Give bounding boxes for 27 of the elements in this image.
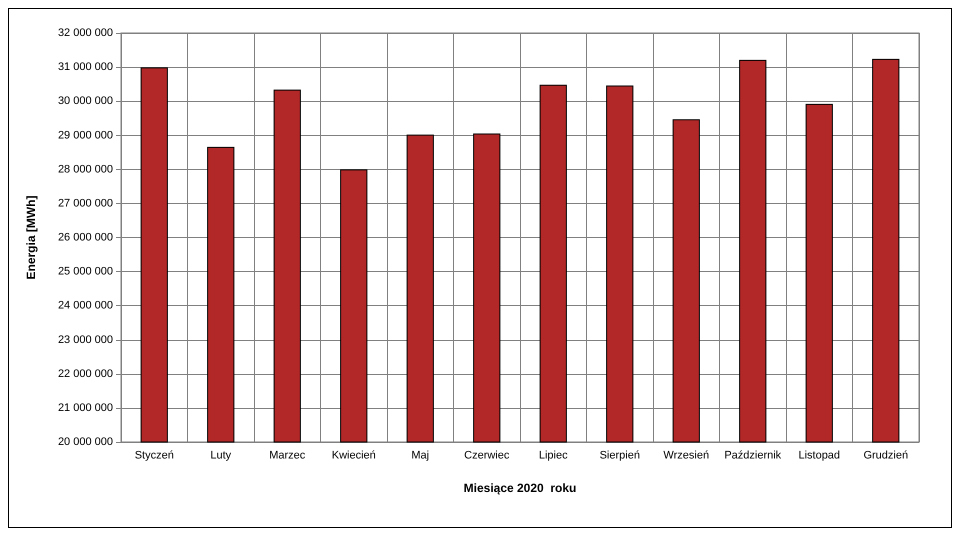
- x-tick-label: Maj: [411, 450, 430, 462]
- x-tick-label: Listopad: [798, 450, 840, 462]
- y-tick-label: 22 000 000: [58, 368, 113, 380]
- x-tick-label: Czerwiec: [464, 450, 510, 462]
- x-tick-label: Sierpień: [600, 450, 640, 462]
- y-tick-label: 32 000 000: [58, 27, 113, 39]
- y-tick-label: 21 000 000: [58, 402, 113, 414]
- x-axis-title: Miesiące 2020 roku: [464, 481, 576, 495]
- x-tick-label: Wrzesień: [663, 450, 710, 462]
- y-axis-title: Energia [MWh]: [24, 196, 38, 280]
- y-tick-label: 25 000 000: [58, 266, 113, 278]
- y-tick-label: 24 000 000: [58, 300, 113, 312]
- x-tick-label: Marzec: [269, 450, 306, 462]
- y-tick-label: 23 000 000: [58, 334, 113, 346]
- y-tick-label: 31 000 000: [58, 61, 113, 74]
- y-tick-label: 26 000 000: [58, 232, 113, 244]
- x-tick-label: Kwiecień: [332, 450, 376, 462]
- y-tick-label: 29 000 000: [58, 129, 113, 142]
- x-tick-label: Lipiec: [538, 450, 568, 462]
- x-tick-label: Luty: [210, 450, 232, 462]
- x-tick-label: Styczeń: [134, 450, 174, 462]
- y-tick-label: 27 000 000: [58, 197, 113, 210]
- y-tick-label: 28 000 000: [58, 163, 113, 176]
- x-tick-label: Grudzień: [863, 450, 908, 462]
- y-tick-label: 30 000 000: [58, 95, 113, 108]
- y-tick-label: 20 000 000: [58, 436, 113, 448]
- x-tick-label: Październik: [724, 450, 782, 462]
